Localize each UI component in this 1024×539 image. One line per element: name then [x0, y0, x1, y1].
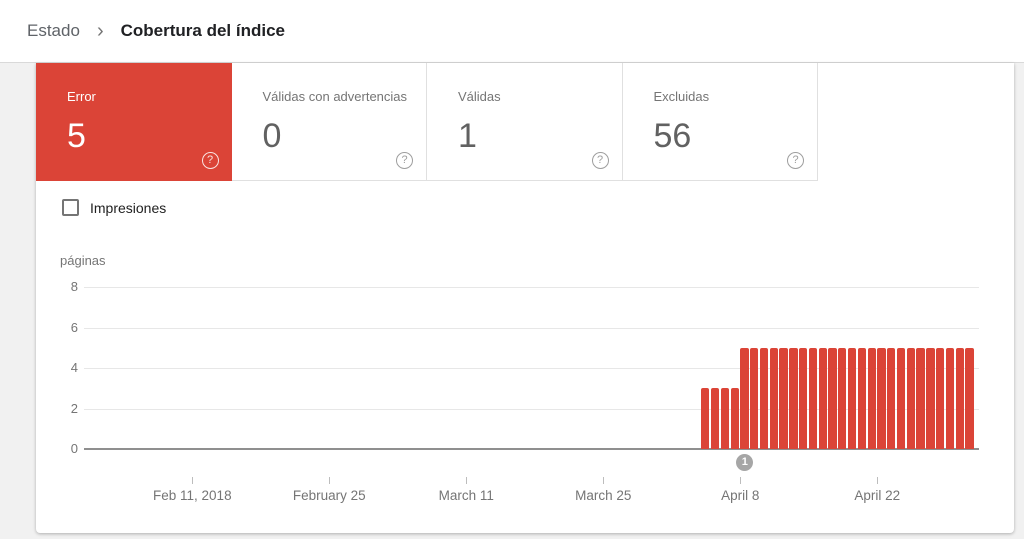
bar[interactable]	[710, 388, 720, 449]
bar[interactable]	[750, 347, 759, 449]
summary-cards: Error 5 ? Válidas con advertencias 0 ? V…	[36, 63, 818, 181]
bar[interactable]	[838, 347, 847, 449]
bar[interactable]	[906, 347, 915, 449]
card-label: Válidas con advertencias	[262, 89, 408, 104]
page-title: Cobertura del índice	[120, 21, 285, 40]
y-tick-label: 6	[70, 319, 78, 335]
card-error[interactable]: Error 5 ?	[36, 63, 232, 181]
coverage-panel: Error 5 ? Válidas con advertencias 0 ? V…	[36, 63, 1014, 533]
bar[interactable]	[818, 347, 827, 449]
bar[interactable]	[730, 388, 739, 449]
bar[interactable]	[759, 347, 769, 449]
card-value: 0	[262, 117, 282, 155]
impressions-toggle[interactable]: Impresiones	[62, 199, 166, 216]
bar[interactable]	[955, 347, 964, 449]
x-tick-mark	[329, 477, 331, 484]
bar[interactable]	[965, 347, 974, 449]
page-header: Estado › Cobertura del índice	[0, 0, 1024, 63]
y-axis-title: páginas	[60, 253, 106, 268]
help-icon[interactable]: ?	[396, 152, 413, 169]
bar[interactable]	[867, 347, 876, 449]
card-label: Excluidas	[653, 89, 710, 104]
x-tick-mark	[192, 477, 194, 484]
card-value: 1	[458, 117, 477, 155]
x-tick-label: April 8	[721, 488, 760, 503]
help-icon[interactable]: ?	[591, 152, 609, 169]
gridline	[84, 368, 979, 369]
y-tick-label: 8	[70, 279, 78, 294]
bar[interactable]	[936, 347, 945, 449]
x-tick-label: March 25	[575, 488, 632, 503]
bar[interactable]	[701, 388, 710, 449]
y-tick-label: 0	[70, 441, 78, 456]
bar[interactable]	[916, 347, 925, 449]
x-tick-label: April 22	[854, 488, 901, 503]
card-valid-with-warnings[interactable]: Válidas con advertencias 0 ?	[231, 63, 427, 181]
card-label: Error	[67, 89, 96, 104]
bar[interactable]	[877, 347, 886, 449]
impressions-checkbox[interactable]	[62, 199, 79, 216]
bar[interactable]	[799, 347, 808, 449]
chevron-right-icon: ›	[96, 19, 104, 42]
bar[interactable]	[945, 347, 955, 449]
x-tick-mark	[877, 477, 879, 484]
card-excluded[interactable]: Excluidas 56 ?	[622, 63, 818, 181]
bar[interactable]	[779, 347, 788, 449]
bar[interactable]	[720, 388, 730, 449]
help-icon[interactable]: ?	[201, 152, 219, 169]
card-value: 5	[67, 117, 86, 155]
y-tick-label: 2	[70, 400, 78, 416]
bar[interactable]	[740, 347, 749, 449]
gridline	[84, 408, 979, 410]
change-marker[interactable]: 1	[736, 454, 754, 471]
bar[interactable]	[887, 347, 896, 449]
y-tick-label: 4	[70, 360, 78, 375]
card-valid[interactable]: Válidas 1 ?	[427, 63, 623, 181]
x-tick-mark	[740, 477, 742, 484]
gridline	[84, 327, 979, 329]
help-icon[interactable]: ?	[787, 152, 804, 169]
card-value: 56	[653, 117, 692, 155]
bar[interactable]	[896, 347, 906, 449]
card-label: Válidas	[458, 89, 501, 104]
breadcrumb-status-link[interactable]: Estado	[27, 21, 80, 40]
gridline	[84, 287, 979, 288]
x-tick-mark	[603, 477, 605, 484]
gridline	[84, 448, 979, 450]
bar[interactable]	[828, 347, 837, 449]
impressions-label: Impresiones	[90, 199, 167, 216]
x-tick-label: March 11	[438, 488, 494, 503]
bar[interactable]	[847, 347, 857, 449]
bar[interactable]	[789, 347, 798, 449]
x-tick-mark	[466, 477, 468, 484]
bar[interactable]	[857, 347, 867, 449]
x-tick-label: February 25	[292, 488, 366, 503]
bar[interactable]	[926, 347, 935, 449]
bar[interactable]	[808, 347, 818, 449]
breadcrumb: Estado › Cobertura del índice	[27, 21, 285, 41]
x-tick-label: Feb 11, 2018	[153, 488, 232, 503]
bar[interactable]	[769, 347, 778, 449]
